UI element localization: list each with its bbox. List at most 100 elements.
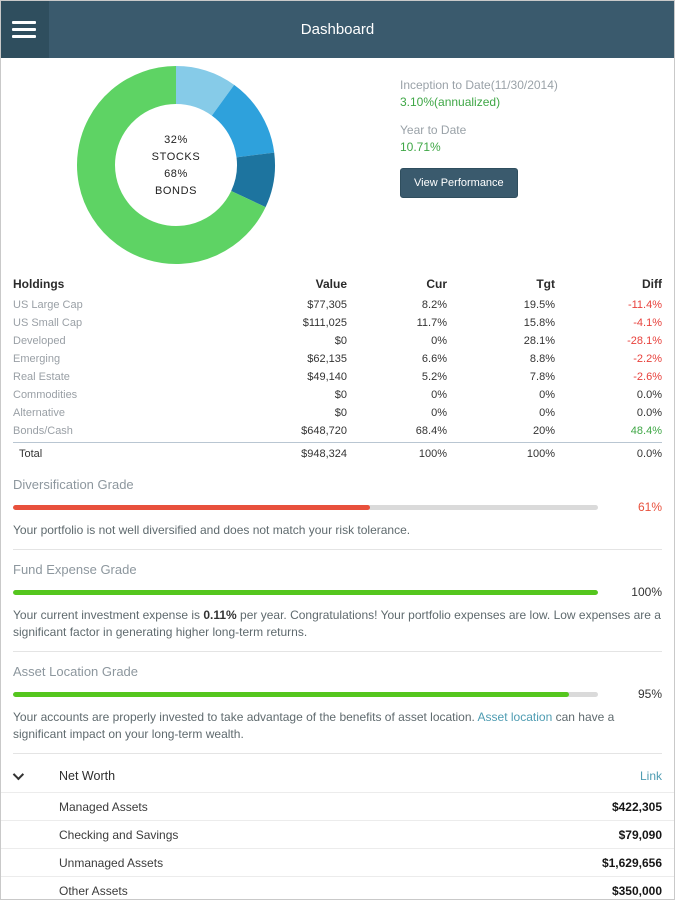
holding-name: Real Estate bbox=[13, 371, 70, 383]
donut-segment-stocks-dark-blue bbox=[230, 152, 275, 208]
net-worth-row-label: Other Assets bbox=[59, 883, 128, 898]
diversification-bar-fill bbox=[13, 504, 370, 510]
holding-diff: -2.6% bbox=[633, 371, 662, 383]
col-tgt: Tgt bbox=[536, 277, 555, 291]
holding-name: Emerging bbox=[13, 353, 61, 365]
table-row: US Small Cap $111,025 11.7% 15.8% -4.1% bbox=[13, 314, 662, 332]
holding-cur: 68.4% bbox=[415, 425, 447, 437]
holding-tgt: 19.5% bbox=[523, 299, 555, 311]
list-item: Other Assets $350,000 bbox=[1, 876, 674, 899]
app-bar: Dashboard bbox=[1, 1, 674, 58]
fund-expense-bar-fill bbox=[13, 589, 598, 595]
asset-location-bar-track bbox=[13, 691, 598, 697]
holdings-header-row: Holdings Value Cur Tgt Diff bbox=[13, 272, 662, 296]
total-separator bbox=[13, 442, 662, 443]
holding-value: $111,025 bbox=[302, 317, 347, 329]
total-tgt: 100% bbox=[526, 448, 555, 460]
section-divider bbox=[13, 549, 662, 551]
inception-label: Inception to Date(11/30/2014) bbox=[400, 78, 558, 92]
allocation-donut-svg bbox=[77, 66, 275, 264]
fund-expense-percent-label: 100% bbox=[631, 585, 662, 600]
diversification-description: Your portfolio is not well diversified a… bbox=[13, 523, 411, 537]
net-worth-header[interactable]: Net Worth Link bbox=[1, 760, 674, 792]
holding-tgt: 0% bbox=[539, 389, 555, 401]
net-worth-row-label: Checking and Savings bbox=[59, 827, 179, 842]
diversification-grade-title: Diversification Grade bbox=[13, 477, 134, 492]
total-diff: 0.0% bbox=[636, 448, 662, 460]
bonds-label: BONDS bbox=[154, 184, 198, 197]
asset-location-link[interactable]: Asset location bbox=[477, 710, 553, 725]
holding-tgt: 15.8% bbox=[523, 317, 555, 329]
chevron-box[interactable] bbox=[12, 769, 59, 781]
asset-location-grade-bar-row: 95% bbox=[13, 687, 662, 701]
menu-icon bbox=[12, 28, 36, 31]
holding-name: Commodities bbox=[13, 389, 78, 401]
section-divider bbox=[13, 651, 662, 653]
allocation-donut: 32% STOCKS 68% BONDS bbox=[75, 64, 277, 266]
ytd-value: 10.71% bbox=[400, 140, 441, 154]
fund-expense-grade-section: Fund Expense Grade 100% Your current inv… bbox=[1, 562, 674, 641]
page-title: Dashboard bbox=[300, 21, 375, 38]
table-row: Alternative $0 0% 0% 0.0% bbox=[13, 404, 662, 422]
holding-diff: -4.1% bbox=[633, 317, 662, 329]
asset-location-description: Your accounts are properly invested to t… bbox=[13, 709, 662, 743]
donut-center-labels: 32% STOCKS 68% BONDS bbox=[75, 64, 277, 266]
diversification-percent-label: 61% bbox=[637, 500, 662, 514]
table-row: Commodities $0 0% 0% 0.0% bbox=[13, 386, 662, 404]
holding-value: $62,135 bbox=[307, 353, 347, 365]
holding-tgt: 28.1% bbox=[523, 335, 555, 347]
fund-expense-grade-bar-row: 100% bbox=[13, 585, 662, 599]
holding-cur: 0% bbox=[431, 335, 447, 347]
fund-expense-desc-pre: Your current investment expense is bbox=[13, 608, 204, 623]
section-divider bbox=[13, 753, 662, 755]
col-cur: Cur bbox=[426, 277, 447, 291]
fund-expense-desc-post: per year. Congratulations! Your portfoli… bbox=[13, 608, 661, 640]
holding-diff: 0.0% bbox=[636, 407, 662, 419]
diversification-grade-bar-row: 61% bbox=[13, 500, 662, 514]
holding-diff: -28.1% bbox=[627, 335, 662, 347]
performance-summary: Inception to Date(11/30/2014) 3.10%(annu… bbox=[400, 64, 662, 266]
fund-expense-grade-title: Fund Expense Grade bbox=[13, 562, 137, 578]
table-row: Bonds/Cash $648,720 68.4% 20% 48.4% bbox=[13, 422, 662, 440]
holding-cur: 11.7% bbox=[416, 317, 447, 329]
fund-expense-description: Your current investment expense is 0.11%… bbox=[13, 607, 662, 641]
view-performance-button[interactable]: View Performance bbox=[400, 168, 518, 198]
table-row: US Large Cap $77,305 8.2% 19.5% -11.4% bbox=[13, 296, 662, 314]
holding-value: $0 bbox=[334, 335, 347, 347]
donut-segment-bonds-green bbox=[77, 66, 266, 264]
holding-name: Bonds/Cash bbox=[13, 425, 73, 437]
total-label: Total bbox=[19, 448, 43, 460]
holding-cur: 0% bbox=[431, 407, 447, 419]
holding-cur: 0% bbox=[431, 389, 447, 401]
net-worth-link[interactable]: Link bbox=[639, 769, 662, 784]
hamburger-menu-button[interactable] bbox=[1, 1, 49, 58]
net-worth-row-value: $79,090 bbox=[618, 827, 662, 842]
stocks-label: STOCKS bbox=[151, 150, 201, 163]
list-item: Checking and Savings $79,090 bbox=[1, 820, 674, 848]
holding-value: $648,720 bbox=[301, 425, 347, 437]
list-item: Unmanaged Assets $1,629,656 bbox=[1, 848, 674, 876]
menu-icon bbox=[12, 21, 36, 24]
asset-location-desc-post: can have a significant impact on your lo… bbox=[13, 710, 615, 742]
holding-tgt: 20% bbox=[532, 425, 555, 437]
holding-value: $49,140 bbox=[307, 371, 347, 383]
col-holdings: Holdings bbox=[13, 277, 65, 291]
holding-diff: -2.2% bbox=[633, 353, 662, 365]
ytd-label: Year to Date bbox=[400, 123, 467, 137]
menu-icon bbox=[12, 35, 36, 38]
net-worth-row-value: $422,305 bbox=[611, 799, 662, 814]
holding-name: Developed bbox=[13, 335, 66, 347]
holding-diff: 48.4% bbox=[630, 425, 662, 437]
col-value: Value bbox=[315, 277, 347, 291]
table-row: Real Estate $49,140 5.2% 7.8% -2.6% bbox=[13, 368, 662, 386]
fund-expense-rate: 0.11% bbox=[203, 608, 237, 623]
holding-name: Alternative bbox=[13, 407, 65, 419]
holding-tgt: 7.8% bbox=[529, 371, 555, 383]
net-worth-row-label: Unmanaged Assets bbox=[59, 855, 164, 870]
holding-value: $77,305 bbox=[307, 299, 347, 311]
asset-location-grade-section: Asset Location Grade 95% Your accounts a… bbox=[1, 664, 674, 743]
table-row: Emerging $62,135 6.6% 8.8% -2.2% bbox=[13, 350, 662, 368]
holdings-total-row: Total $948,324 100% 100% 0.0% bbox=[13, 443, 662, 465]
net-worth-section: Net Worth Link Managed Assets $422,305 C… bbox=[1, 760, 674, 899]
